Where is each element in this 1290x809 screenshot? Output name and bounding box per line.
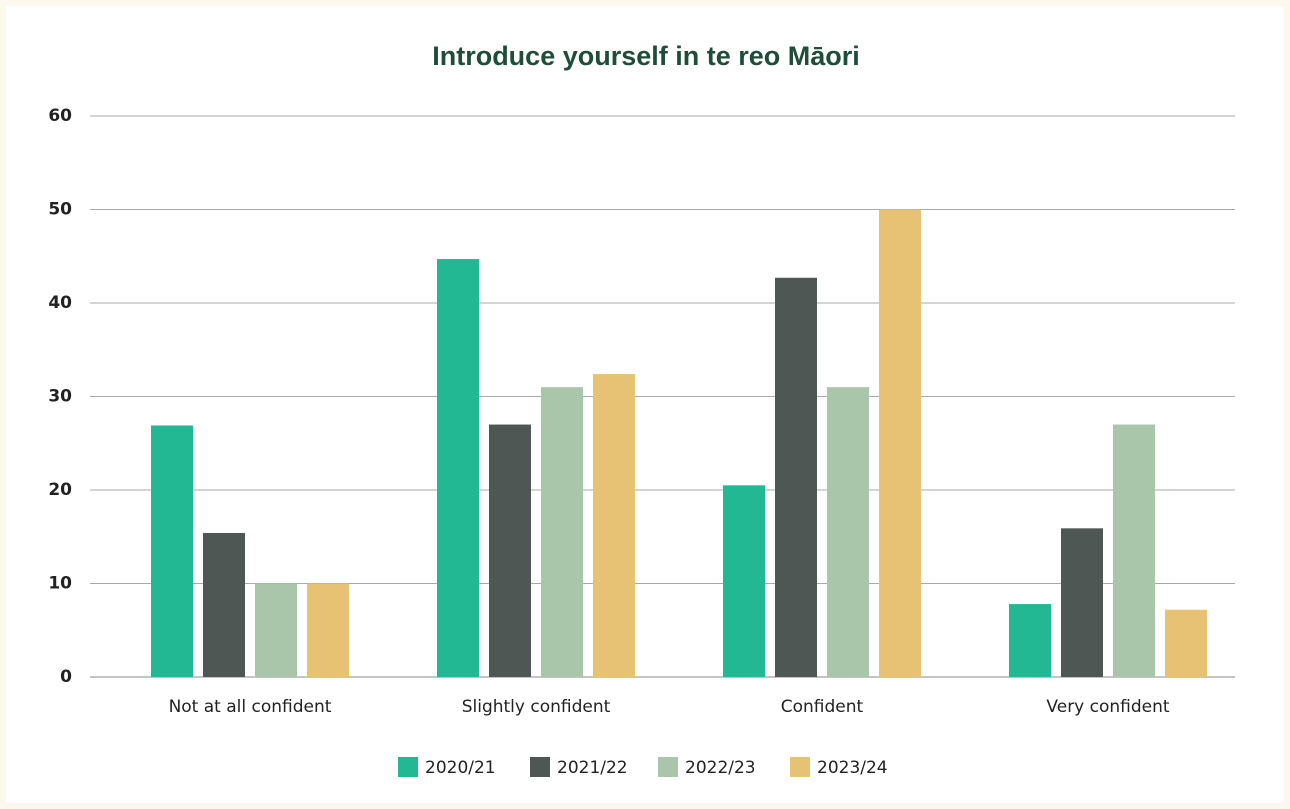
bar — [203, 533, 245, 677]
bar — [1009, 604, 1051, 677]
bar — [541, 387, 583, 677]
bar — [593, 374, 635, 677]
legend-swatch — [790, 757, 810, 777]
legend-swatch — [658, 757, 678, 777]
bar — [1165, 609, 1207, 677]
x-tick-label: Very confident — [1046, 697, 1169, 717]
legend-label: 2023/24 — [817, 758, 888, 778]
bar — [1113, 424, 1155, 677]
legend-swatch — [530, 757, 550, 777]
bar — [723, 485, 765, 677]
legend-label: 2020/21 — [425, 758, 496, 778]
legend-label: 2021/22 — [557, 758, 628, 778]
y-tick-label: 0 — [60, 667, 72, 687]
y-tick-label: 30 — [48, 387, 72, 407]
bar — [437, 259, 479, 677]
bar — [151, 425, 193, 677]
bar — [775, 277, 817, 677]
y-tick-label: 60 — [48, 106, 72, 126]
bar — [1061, 528, 1103, 677]
legend-swatch — [398, 757, 418, 777]
legend-label: 2022/23 — [685, 758, 756, 778]
bar — [827, 387, 869, 677]
bar — [307, 583, 349, 677]
card — [6, 6, 1284, 803]
x-tick-label: Slightly confident — [462, 697, 611, 717]
y-tick-label: 20 — [48, 480, 72, 500]
chart-title: Introduce yourself in te reo Māori — [432, 41, 860, 71]
bar — [879, 209, 921, 677]
y-tick-label: 10 — [48, 574, 72, 594]
x-tick-label: Not at all confident — [169, 697, 332, 717]
bar — [255, 583, 297, 677]
x-tick-label: Confident — [781, 697, 864, 717]
bar — [489, 424, 531, 677]
y-tick-label: 50 — [48, 200, 72, 220]
y-tick-label: 40 — [48, 293, 72, 313]
